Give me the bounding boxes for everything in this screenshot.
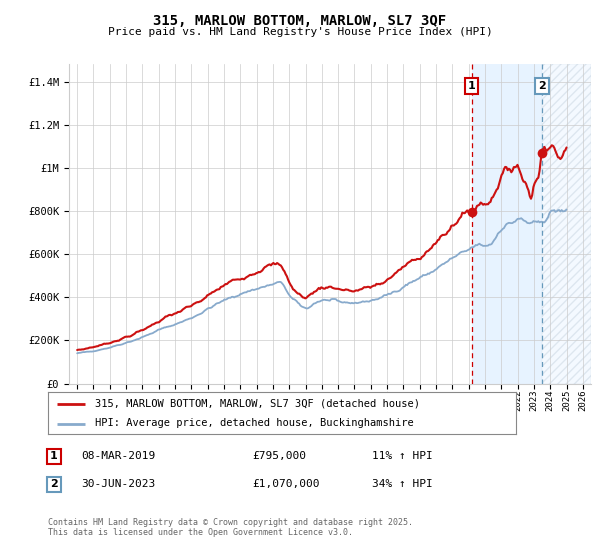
Text: Contains HM Land Registry data © Crown copyright and database right 2025.
This d: Contains HM Land Registry data © Crown c… (48, 518, 413, 538)
Text: 1: 1 (468, 81, 475, 91)
Text: 2: 2 (538, 81, 546, 91)
Text: Price paid vs. HM Land Registry's House Price Index (HPI): Price paid vs. HM Land Registry's House … (107, 27, 493, 37)
Text: 34% ↑ HPI: 34% ↑ HPI (372, 479, 433, 489)
Text: 1: 1 (50, 451, 58, 461)
Text: £795,000: £795,000 (252, 451, 306, 461)
Text: HPI: Average price, detached house, Buckinghamshire: HPI: Average price, detached house, Buck… (95, 418, 413, 428)
Text: £1,070,000: £1,070,000 (252, 479, 320, 489)
Text: 315, MARLOW BOTTOM, MARLOW, SL7 3QF (detached house): 315, MARLOW BOTTOM, MARLOW, SL7 3QF (det… (95, 399, 420, 409)
Text: 2: 2 (50, 479, 58, 489)
Text: 11% ↑ HPI: 11% ↑ HPI (372, 451, 433, 461)
Text: 315, MARLOW BOTTOM, MARLOW, SL7 3QF: 315, MARLOW BOTTOM, MARLOW, SL7 3QF (154, 14, 446, 28)
Text: 08-MAR-2019: 08-MAR-2019 (81, 451, 155, 461)
Text: 30-JUN-2023: 30-JUN-2023 (81, 479, 155, 489)
Bar (472, 64, 542, 384)
Bar (542, 64, 591, 384)
